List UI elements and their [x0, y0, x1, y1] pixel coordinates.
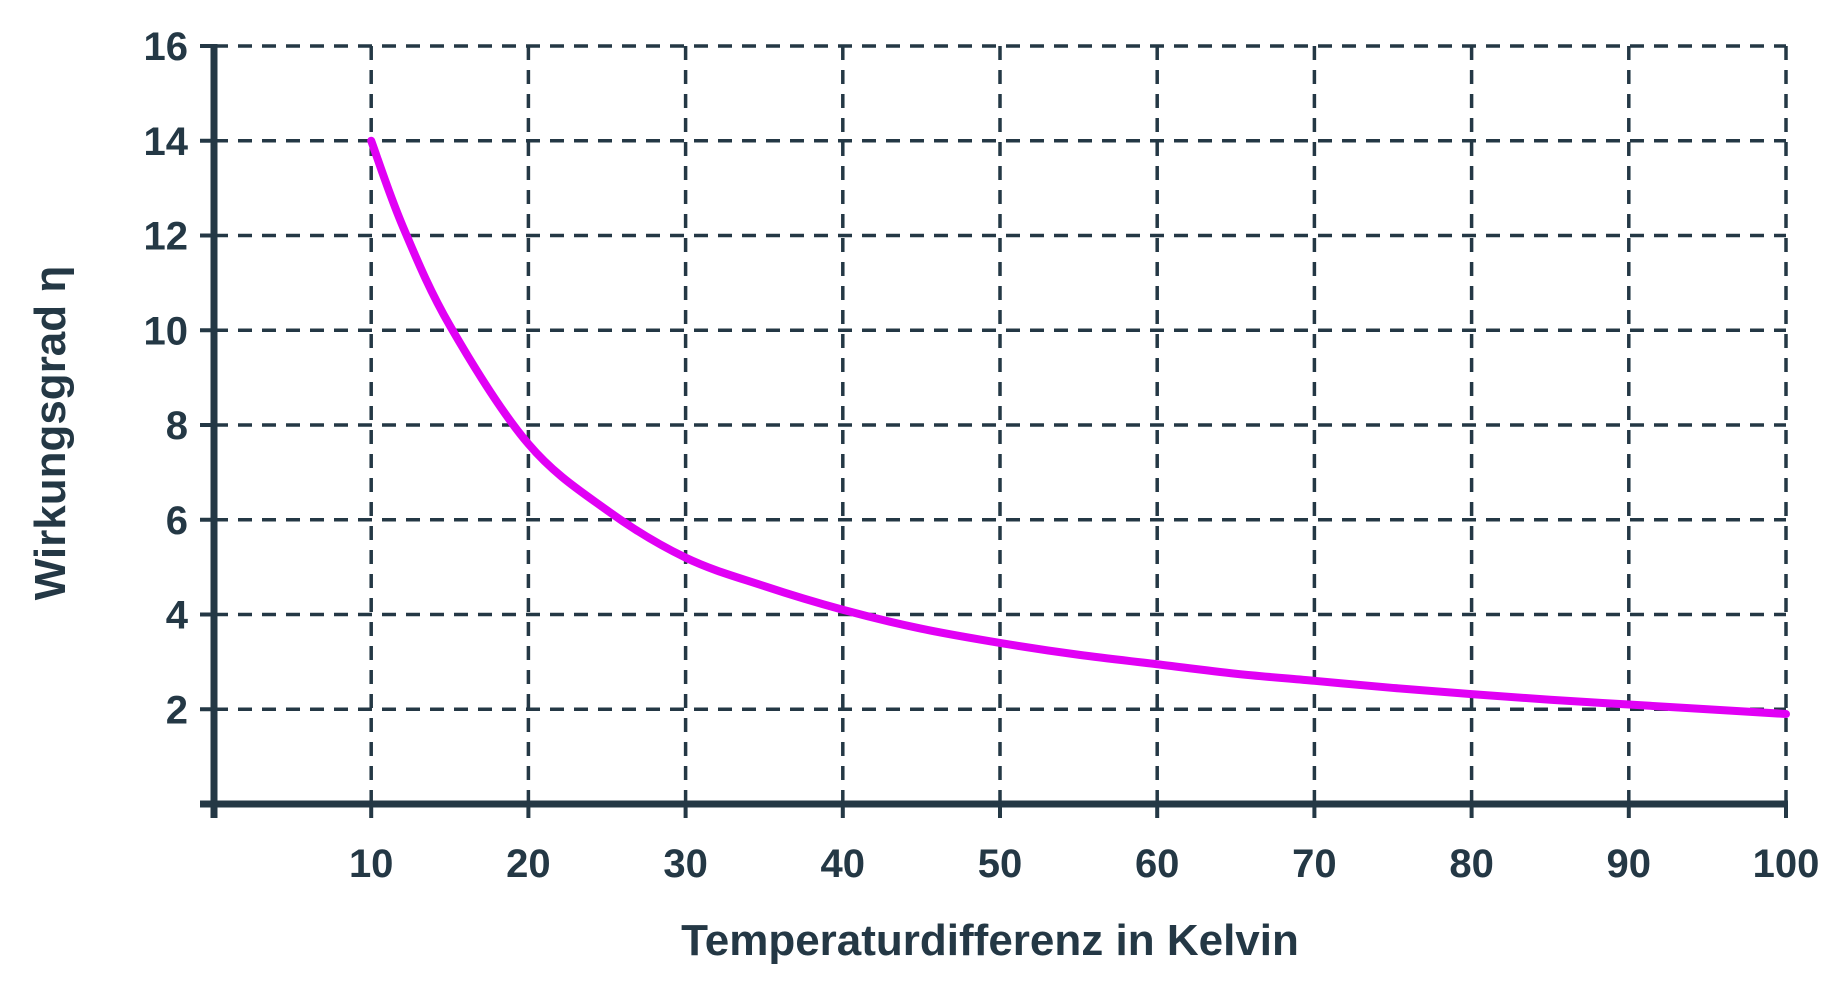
- x-tick-label: 50: [978, 842, 1023, 886]
- y-tick-label: 6: [166, 499, 188, 543]
- y-tick-label: 14: [144, 120, 189, 164]
- series-line-0: [367, 136, 1790, 718]
- x-tick-label: 30: [663, 842, 708, 886]
- x-tick-label: 60: [1135, 842, 1180, 886]
- grid: [214, 44, 1788, 804]
- x-tick-label: 10: [349, 842, 394, 886]
- x-tick-label: 70: [1292, 842, 1337, 886]
- x-tick-label: 40: [821, 842, 866, 886]
- x-tick-label: 80: [1449, 842, 1494, 886]
- axes: [200, 44, 1788, 818]
- x-tick-label: 100: [1753, 842, 1820, 886]
- x-tick-label: 90: [1607, 842, 1652, 886]
- y-tick-label: 8: [166, 404, 188, 448]
- tick-labels: 10 20 30 40 50 60 70 80 90 100 2 4 6 8 10 12 14 16: [144, 25, 1820, 886]
- y-tick-label: 12: [144, 215, 189, 259]
- x-tick-label: 20: [506, 842, 551, 886]
- y-axis-title: Wirkungsgrad η: [26, 266, 75, 601]
- y-tick-label: 4: [166, 594, 189, 638]
- x-axis-title: Temperaturdifferenz in Kelvin: [681, 916, 1299, 965]
- y-tick-label: 10: [144, 309, 189, 353]
- y-tick-label: 2: [166, 688, 188, 732]
- y-tick-label: 16: [144, 25, 189, 69]
- series: [367, 136, 1790, 718]
